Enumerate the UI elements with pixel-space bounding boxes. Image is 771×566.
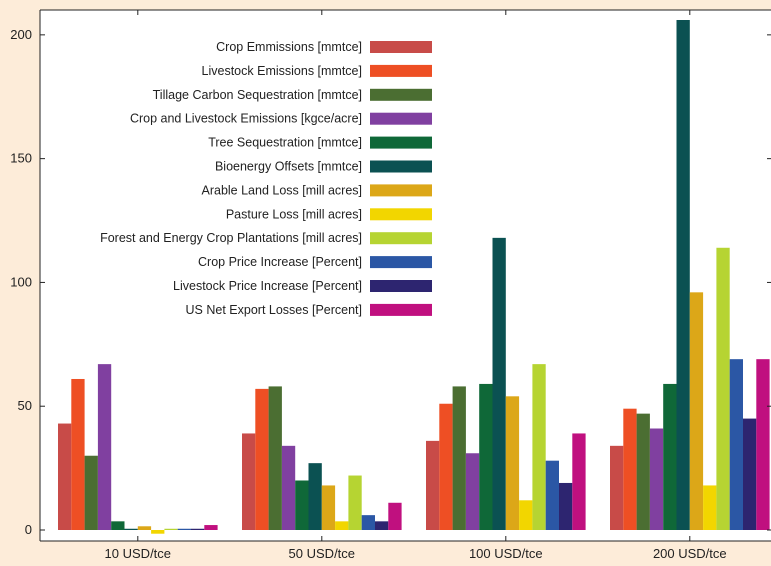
bar — [58, 423, 72, 530]
bar — [84, 455, 98, 530]
bar — [492, 237, 506, 531]
legend-label: Forest and Energy Crop Plantations [mill… — [100, 231, 362, 245]
x-tick-label: 200 USD/tce — [653, 546, 727, 561]
bar — [242, 433, 256, 530]
x-tick-label: 100 USD/tce — [469, 546, 543, 561]
legend: Crop Emmissions [mmtce] Livestock Emissio… — [100, 40, 432, 317]
bar — [743, 418, 757, 530]
legend-swatch — [370, 112, 432, 125]
bar — [465, 453, 480, 530]
bar — [452, 386, 466, 530]
bar — [204, 525, 218, 530]
bar — [321, 485, 336, 530]
bar — [505, 396, 520, 530]
bar — [559, 482, 573, 530]
bar — [703, 485, 717, 530]
bar — [191, 528, 205, 530]
bar — [623, 408, 637, 530]
legend-swatch — [370, 280, 432, 292]
x-tick-label: 10 USD/tce — [105, 546, 171, 561]
bar — [281, 445, 296, 530]
bars-layer — [58, 20, 770, 534]
legend-label: Bioenergy Offsets [mmtce] — [215, 160, 362, 174]
bar — [255, 388, 269, 530]
bar — [388, 502, 402, 530]
y-tick-label: 50 — [18, 398, 32, 413]
bar — [663, 383, 677, 530]
bar — [636, 413, 650, 530]
bar — [426, 440, 440, 530]
bar — [729, 359, 743, 530]
legend-swatch — [370, 160, 432, 173]
legend-label: Crop Emmissions [mmtce] — [216, 40, 362, 54]
bar — [545, 460, 559, 530]
bar — [756, 359, 770, 530]
bar — [111, 521, 125, 530]
legend-label: Arable Land Loss [mill acres] — [202, 183, 363, 197]
x-tick-label: 50 USD/tce — [289, 546, 355, 561]
legend-swatch — [370, 88, 432, 101]
bar — [335, 521, 349, 530]
legend-swatch — [370, 303, 432, 316]
legend-swatch — [370, 136, 432, 149]
y-tick-label: 0 — [25, 522, 32, 537]
bar — [124, 528, 138, 530]
bar — [308, 463, 322, 530]
legend-swatch — [370, 208, 432, 221]
legend-label: Livestock Price Increase [Percent] — [173, 279, 362, 293]
legend-label: US Net Export Losses [Percent] — [186, 303, 362, 317]
bar — [375, 521, 389, 530]
bar — [348, 475, 362, 530]
y-tick-label: 200 — [10, 27, 32, 42]
bar — [572, 433, 586, 530]
bar — [361, 515, 375, 530]
bar — [177, 528, 191, 530]
bar — [519, 500, 533, 530]
bar — [151, 530, 165, 534]
legend-label: Tillage Carbon Sequestration [mmtce] — [153, 88, 362, 102]
legend-label: Livestock Emissions [mmtce] — [202, 64, 362, 78]
bar — [295, 480, 309, 530]
bar — [649, 428, 664, 530]
bar — [137, 526, 152, 530]
legend-swatch — [370, 232, 432, 245]
bar — [479, 383, 493, 530]
bar — [71, 378, 85, 530]
bar — [610, 445, 624, 530]
legend-swatch — [370, 41, 432, 53]
bar — [97, 364, 112, 530]
bar — [716, 247, 730, 530]
y-tick-label: 150 — [10, 151, 32, 166]
legend-swatch — [370, 184, 432, 197]
axes-layer: 0 50 100 150 200 10 USD/tce 50 USD/tce 100 USD/… — [10, 9, 771, 561]
bar — [532, 364, 546, 530]
bar — [689, 292, 704, 530]
bar — [268, 386, 282, 530]
bar — [164, 528, 178, 530]
legend-label: Crop Price Increase [Percent] — [198, 255, 362, 269]
legend-label: Crop and Livestock Emissions [kgce/acre] — [130, 112, 362, 126]
legend-label: Pasture Loss [mill acres] — [226, 207, 362, 221]
bar — [439, 403, 453, 530]
legend-swatch — [370, 64, 432, 77]
bar — [676, 20, 690, 530]
y-tick-label: 100 — [10, 274, 32, 289]
legend-label: Tree Sequestration [mmtce] — [208, 136, 362, 150]
legend-swatch — [370, 256, 432, 269]
